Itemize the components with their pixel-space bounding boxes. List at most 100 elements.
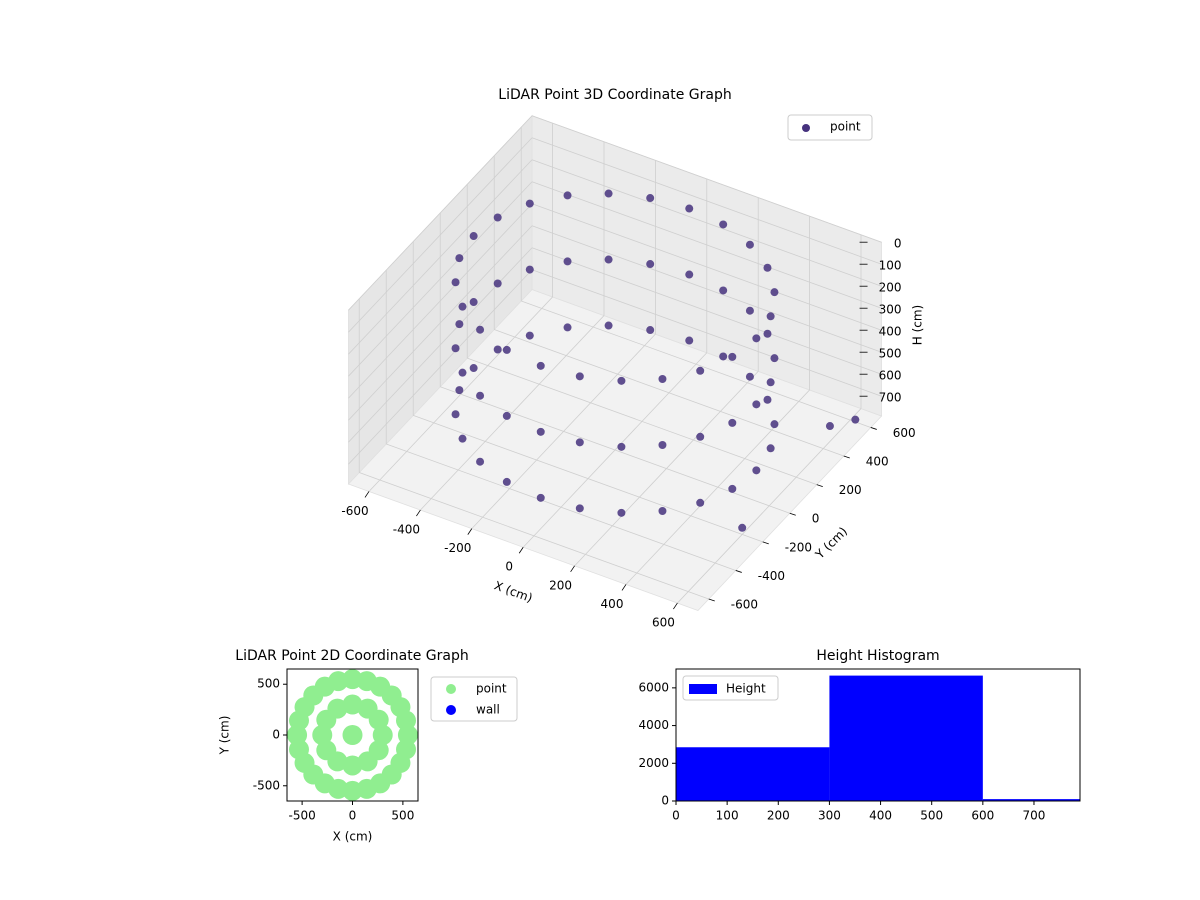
z-tick-label: 500 bbox=[879, 347, 902, 361]
legend-label: Height bbox=[726, 682, 766, 696]
x-tick-label: 0 bbox=[672, 809, 680, 823]
point bbox=[770, 420, 779, 429]
point bbox=[617, 442, 626, 451]
y-tick-label: 2000 bbox=[638, 756, 669, 770]
tick-mark bbox=[762, 541, 769, 545]
x-tick-label: -500 bbox=[288, 809, 315, 823]
point bbox=[469, 298, 478, 307]
y-tick-label: -200 bbox=[785, 540, 812, 554]
bar bbox=[829, 675, 983, 801]
point bbox=[696, 432, 705, 441]
point bbox=[455, 320, 464, 329]
grid-line bbox=[531, 115, 882, 243]
grid-line bbox=[359, 472, 709, 600]
chart-title: LiDAR Point 3D Coordinate Graph bbox=[498, 87, 731, 103]
point bbox=[770, 288, 779, 297]
point bbox=[646, 194, 655, 203]
y-tick-label: 0 bbox=[661, 794, 669, 808]
chart-3d: -600-400-2000200400600-600-400-200020040… bbox=[341, 87, 924, 630]
y-tick-label: 6000 bbox=[638, 680, 669, 694]
point bbox=[658, 375, 667, 384]
point bbox=[458, 368, 467, 377]
y-axis-label: Y (cm) bbox=[218, 716, 232, 756]
z-tick-label: 700 bbox=[879, 391, 902, 405]
z-tick-label: 100 bbox=[879, 259, 902, 273]
x-tick-label: 0 bbox=[505, 560, 513, 574]
y-tick-label: 4000 bbox=[638, 718, 669, 732]
legend-label: point bbox=[476, 682, 507, 696]
point bbox=[342, 694, 363, 715]
grid-line bbox=[531, 203, 882, 331]
tick-mark bbox=[870, 427, 877, 430]
point bbox=[502, 411, 511, 420]
x-axis-label: X (cm) bbox=[333, 830, 373, 844]
point bbox=[617, 508, 626, 517]
legend-box bbox=[430, 676, 518, 722]
x-tick-label: 300 bbox=[818, 809, 841, 823]
point bbox=[763, 329, 772, 338]
point bbox=[719, 286, 728, 295]
x-tick-label: 600 bbox=[652, 616, 675, 630]
point bbox=[719, 220, 728, 229]
legend-label: point bbox=[830, 120, 861, 134]
y-tick-label: 0 bbox=[812, 512, 820, 526]
legend-box bbox=[787, 114, 873, 141]
grid-line bbox=[348, 225, 533, 421]
grid-line bbox=[531, 159, 882, 287]
x-tick-label: 200 bbox=[767, 809, 790, 823]
z-axis-label: H (cm) bbox=[911, 305, 925, 346]
point bbox=[604, 189, 613, 198]
point bbox=[728, 352, 737, 361]
point bbox=[312, 725, 333, 745]
z-tick-label: 200 bbox=[879, 281, 902, 295]
point bbox=[455, 254, 464, 263]
point bbox=[451, 410, 460, 419]
x-tick-label: 400 bbox=[601, 597, 624, 611]
bars bbox=[676, 675, 1080, 801]
point bbox=[851, 415, 860, 424]
tick-mark bbox=[364, 491, 370, 498]
tick-mark bbox=[518, 547, 524, 554]
y-tick-label: -400 bbox=[758, 569, 785, 583]
grid-line bbox=[348, 269, 533, 465]
tick-mark bbox=[416, 509, 421, 517]
tick-mark bbox=[843, 455, 850, 459]
x-tick-label: 100 bbox=[716, 809, 739, 823]
grid-line bbox=[348, 115, 533, 311]
z-tick-label: 300 bbox=[879, 303, 902, 317]
grid-line bbox=[531, 247, 882, 375]
point bbox=[525, 199, 534, 208]
point bbox=[476, 391, 485, 400]
tick-mark bbox=[467, 528, 473, 535]
point bbox=[368, 740, 389, 761]
point bbox=[738, 523, 747, 532]
point bbox=[575, 372, 584, 381]
point bbox=[745, 372, 754, 381]
z-tick-label: 400 bbox=[879, 325, 902, 339]
x-tick-label: 500 bbox=[391, 809, 414, 823]
point bbox=[685, 336, 694, 345]
y-tick-label: -600 bbox=[731, 598, 758, 612]
chart-title: LiDAR Point 2D Coordinate Graph bbox=[235, 648, 468, 664]
point bbox=[766, 444, 775, 453]
legend-marker bbox=[689, 684, 717, 694]
tick-mark bbox=[708, 598, 715, 602]
point bbox=[646, 260, 655, 269]
point bbox=[728, 484, 737, 493]
x-tick-label: -600 bbox=[341, 504, 368, 518]
grid-line bbox=[531, 137, 882, 265]
point bbox=[455, 386, 464, 395]
point bbox=[696, 366, 705, 375]
x-tick-label: 0 bbox=[349, 809, 357, 823]
point bbox=[745, 240, 754, 249]
tick-mark bbox=[789, 512, 796, 516]
tick-mark bbox=[570, 565, 575, 573]
legend-marker bbox=[446, 684, 456, 694]
point bbox=[766, 378, 775, 387]
chart-hist: Height 0 100 200 300 400 500 600 700 0 2000 4000 600… bbox=[638, 648, 1081, 823]
x-tick-label: 600 bbox=[971, 809, 994, 823]
point bbox=[502, 345, 511, 354]
point bbox=[502, 477, 511, 486]
axes-frame bbox=[675, 668, 1081, 802]
point bbox=[685, 270, 694, 279]
